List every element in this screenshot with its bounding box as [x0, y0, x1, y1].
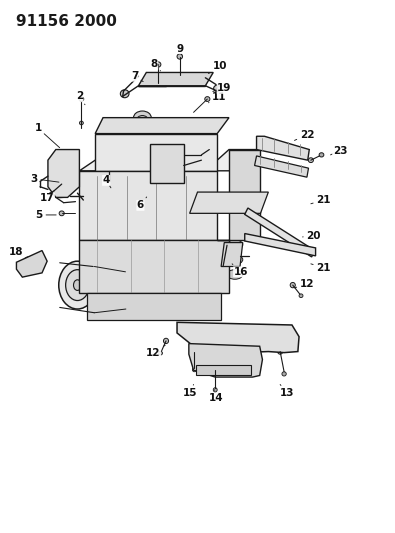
Text: 17: 17	[40, 193, 64, 204]
Text: 14: 14	[209, 390, 224, 403]
Text: 4: 4	[102, 175, 111, 188]
Polygon shape	[221, 243, 243, 266]
Text: 22: 22	[295, 130, 314, 140]
Ellipse shape	[154, 148, 179, 177]
Polygon shape	[48, 150, 79, 197]
Ellipse shape	[79, 121, 83, 125]
Ellipse shape	[178, 75, 182, 78]
Text: 3: 3	[30, 174, 59, 184]
Ellipse shape	[319, 153, 324, 157]
Text: 12: 12	[295, 279, 314, 288]
Ellipse shape	[129, 271, 139, 283]
Ellipse shape	[99, 276, 121, 304]
Polygon shape	[177, 322, 299, 353]
Polygon shape	[95, 118, 229, 134]
Ellipse shape	[59, 261, 96, 309]
Text: 20: 20	[303, 231, 321, 241]
Polygon shape	[17, 251, 47, 277]
Ellipse shape	[59, 211, 64, 216]
Ellipse shape	[49, 155, 75, 192]
Text: 16: 16	[232, 264, 248, 277]
Text: 91156 2000: 91156 2000	[17, 14, 117, 29]
Ellipse shape	[214, 85, 221, 92]
Text: 19: 19	[213, 83, 231, 93]
Polygon shape	[79, 150, 260, 171]
Ellipse shape	[125, 266, 143, 288]
Text: 12: 12	[146, 345, 165, 358]
Text: 15: 15	[182, 384, 197, 398]
Ellipse shape	[137, 116, 148, 125]
Text: 7: 7	[131, 71, 143, 82]
Polygon shape	[245, 208, 315, 257]
Ellipse shape	[227, 270, 243, 279]
Ellipse shape	[205, 96, 210, 101]
Ellipse shape	[308, 158, 313, 163]
Ellipse shape	[192, 349, 197, 354]
Text: 18: 18	[9, 247, 24, 256]
Text: 9: 9	[176, 44, 183, 55]
Ellipse shape	[213, 368, 218, 373]
Ellipse shape	[227, 240, 243, 249]
Ellipse shape	[282, 372, 286, 376]
Ellipse shape	[79, 97, 84, 101]
Ellipse shape	[59, 169, 65, 177]
Polygon shape	[245, 233, 316, 256]
Polygon shape	[196, 365, 251, 375]
Polygon shape	[254, 156, 308, 177]
Text: 2: 2	[76, 91, 85, 104]
Ellipse shape	[134, 111, 151, 124]
Polygon shape	[79, 240, 229, 293]
Ellipse shape	[107, 286, 114, 295]
Ellipse shape	[155, 62, 161, 67]
Ellipse shape	[93, 268, 128, 313]
Text: 8: 8	[150, 60, 160, 71]
Ellipse shape	[54, 163, 69, 184]
Ellipse shape	[159, 154, 174, 172]
Text: 6: 6	[137, 197, 147, 211]
Text: 10: 10	[209, 61, 228, 74]
Text: 23: 23	[331, 146, 347, 156]
Ellipse shape	[158, 351, 162, 355]
Text: 5: 5	[36, 210, 56, 220]
Ellipse shape	[23, 257, 33, 269]
Polygon shape	[189, 344, 262, 377]
Ellipse shape	[73, 280, 81, 290]
Polygon shape	[139, 75, 205, 86]
Polygon shape	[87, 293, 221, 320]
Ellipse shape	[120, 90, 129, 98]
Ellipse shape	[177, 54, 182, 59]
Ellipse shape	[227, 255, 243, 264]
Polygon shape	[139, 72, 213, 86]
Polygon shape	[79, 171, 217, 240]
Ellipse shape	[299, 294, 303, 297]
Text: 11: 11	[209, 92, 226, 103]
Ellipse shape	[192, 368, 196, 372]
Text: 13: 13	[280, 384, 295, 398]
Polygon shape	[95, 134, 217, 171]
Ellipse shape	[213, 387, 217, 392]
Polygon shape	[256, 136, 309, 160]
Text: 1: 1	[34, 123, 60, 148]
Ellipse shape	[85, 243, 98, 259]
Polygon shape	[190, 192, 268, 213]
Ellipse shape	[156, 83, 160, 86]
Ellipse shape	[106, 167, 111, 172]
Text: 21: 21	[311, 263, 331, 272]
Text: 21: 21	[311, 195, 331, 205]
Ellipse shape	[278, 349, 283, 354]
Ellipse shape	[290, 282, 295, 288]
Ellipse shape	[164, 338, 169, 344]
Polygon shape	[150, 144, 184, 182]
Ellipse shape	[66, 270, 89, 301]
Polygon shape	[217, 150, 260, 240]
